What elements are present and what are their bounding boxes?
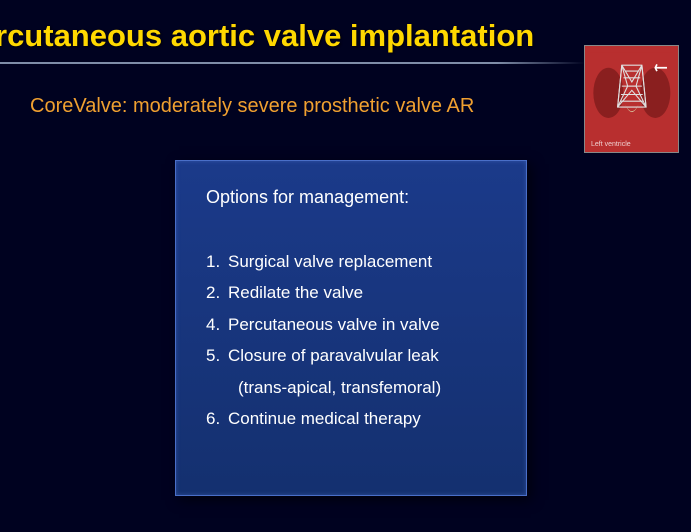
options-list: 1.Surgical valve replacement 2.Redilate … [206, 246, 500, 435]
title-divider [0, 62, 585, 64]
option-label: Percutaneous valve in valve [228, 315, 440, 334]
valve-illustration: Left ventricle [584, 45, 679, 153]
option-num: 2. [206, 277, 228, 308]
option-item: 4.Percutaneous valve in valve [206, 309, 500, 340]
option-item: 1.Surgical valve replacement [206, 246, 500, 277]
option-item: 6.Continue medical therapy [206, 403, 500, 434]
option-num: 6. [206, 403, 228, 434]
illustration-caption: Left ventricle [591, 141, 631, 148]
slide-title: rcutaneous aortic valve implantation [0, 6, 595, 54]
option-label: Continue medical therapy [228, 409, 421, 428]
option-label: Redilate the valve [228, 283, 363, 302]
option-label: (trans-apical, transfemoral) [238, 378, 441, 397]
option-label: Closure of paravalvular leak [228, 346, 439, 365]
options-heading: Options for management: [206, 187, 500, 208]
slide-subtitle: CoreValve: moderately severe prosthetic … [30, 95, 474, 118]
option-num: 5. [206, 340, 228, 371]
option-item-sub: (trans-apical, transfemoral) [206, 372, 500, 403]
corevalve-icon [590, 51, 674, 146]
option-label: Surgical valve replacement [228, 252, 432, 271]
option-item: 5.Closure of paravalvular leak [206, 340, 500, 371]
option-num: 1. [206, 246, 228, 277]
options-panel: Options for management: 1.Surgical valve… [175, 160, 527, 496]
option-item: 2.Redilate the valve [206, 277, 500, 308]
option-num: 4. [206, 309, 228, 340]
